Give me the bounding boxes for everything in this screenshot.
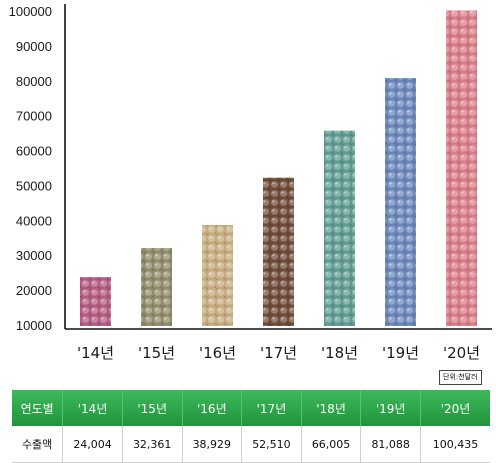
bar [80,277,111,326]
y-tick-label: 40000 [16,213,52,228]
bar [385,77,416,326]
table-value-cell: 100,435 [420,426,490,463]
x-tick-label: '20년 [443,344,480,362]
table-header-label: 연도별 [12,390,63,426]
x-tick-label: '14년 [77,344,114,362]
x-tick-label: '16년 [199,344,236,362]
x-tick-label: '15년 [138,344,175,362]
y-tick-label: 100000 [9,4,52,19]
table-value-cell: 38,929 [181,426,242,463]
table-year-cell: '18년 [300,390,361,426]
x-tick-label: '18년 [321,344,358,362]
table-value-cell: 81,088 [360,426,421,463]
y-tick-label: 60000 [16,144,52,159]
table-value-cell: 32,361 [121,426,182,463]
table-header-row: 연도별 '14년 '15년 '16년 '17년 '18년 '19년 '20년 [12,390,490,426]
bar [263,177,294,326]
table-year-cell: '16년 [181,390,242,426]
y-tick-label: 50000 [16,178,52,193]
table-value-cell: 66,005 [300,426,361,463]
y-tick-label: 80000 [16,74,52,89]
table-year-cell: '19년 [360,390,421,426]
x-tick-label: '17년 [260,344,297,362]
y-tick-label: 90000 [16,39,52,54]
export-table: 연도별 '14년 '15년 '16년 '17년 '18년 '19년 '20년 수… [12,390,490,463]
table-row-label: 수출액 [12,426,63,463]
unit-label: 단위:천달러 [439,370,482,385]
table-row: 수출액 24,004 32,361 38,929 52,510 66,005 8… [12,426,490,463]
x-tick-label: '19년 [382,344,419,362]
table-year-cell: '14년 [62,390,123,426]
y-tick-label: 10000 [16,318,52,333]
table-year-cell: '20년 [420,390,490,426]
y-tick-label: 70000 [16,109,52,124]
bar [202,225,233,326]
table-value-cell: 52,510 [241,426,302,463]
y-tick-label: 30000 [16,248,52,263]
table-year-cell: '15년 [121,390,182,426]
bar [446,10,477,327]
bar-chart: 100000 90000 80000 70000 60000 50000 40000 3000… [9,4,492,362]
bar [141,247,172,326]
y-tick-label: 20000 [16,283,52,298]
table-year-cell: '17년 [241,390,302,426]
bar [324,130,355,326]
table-value-cell: 24,004 [62,426,123,463]
